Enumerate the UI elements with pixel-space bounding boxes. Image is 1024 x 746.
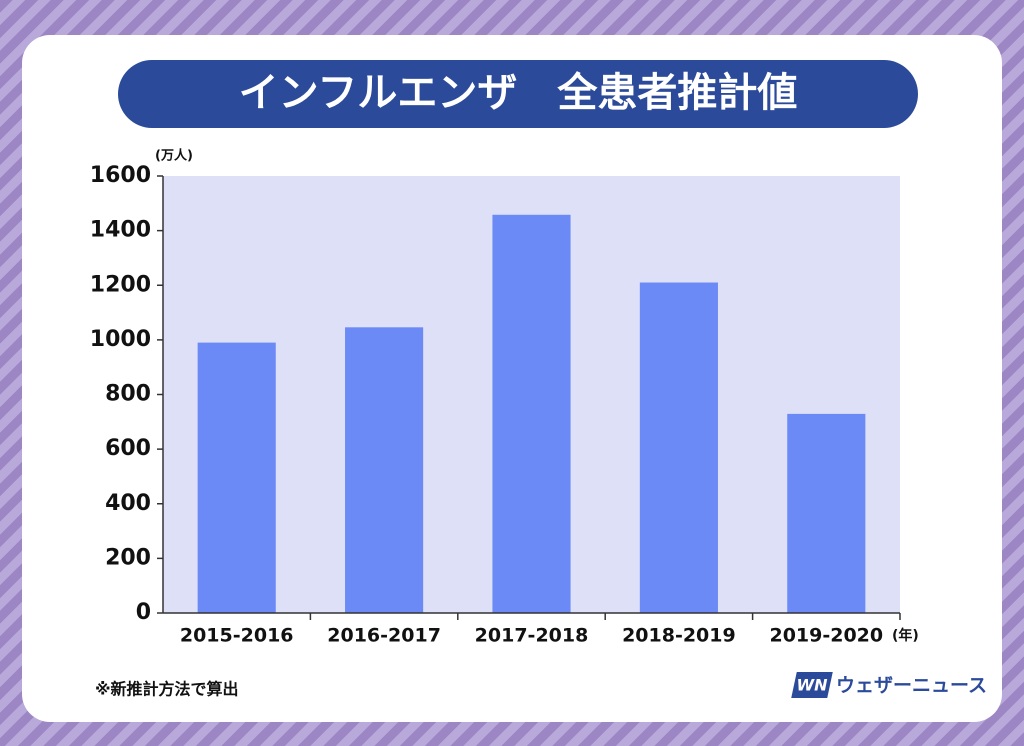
- chart-title: インフルエンザ 全患者推計値: [239, 70, 798, 116]
- logo-box: [791, 672, 833, 698]
- y-tick-label: 1200: [90, 272, 151, 297]
- y-tick-label: 0: [136, 600, 151, 625]
- y-tick-label: 1400: [90, 218, 151, 243]
- x-unit: (年): [892, 627, 919, 644]
- bar: [639, 282, 718, 613]
- x-tick-label: 2019-2020: [769, 625, 883, 647]
- y-unit: (万人): [155, 148, 193, 164]
- x-tick-label: 2018-2019: [622, 625, 736, 647]
- bar: [197, 342, 276, 613]
- bar: [345, 327, 424, 613]
- x-tick-label: 2015-2016: [180, 625, 294, 647]
- y-tick-label: 800: [105, 382, 151, 407]
- y-tick-label: 1000: [90, 327, 151, 352]
- y-tick-label: 200: [105, 545, 151, 570]
- annotation: ※新推計方法で算出: [95, 680, 239, 699]
- x-tick-label: 2016-2017: [327, 625, 441, 647]
- logo-mark: WN: [796, 676, 828, 695]
- x-tick-label: 2017-2018: [475, 625, 589, 647]
- bar: [787, 413, 866, 613]
- source: ウェザーニュース: [836, 675, 987, 697]
- title-pill: [118, 60, 918, 128]
- y-tick-label: 600: [105, 436, 151, 461]
- y-tick-label: 1600: [90, 163, 151, 188]
- y-tick-label: 400: [105, 491, 151, 516]
- bar: [492, 214, 571, 613]
